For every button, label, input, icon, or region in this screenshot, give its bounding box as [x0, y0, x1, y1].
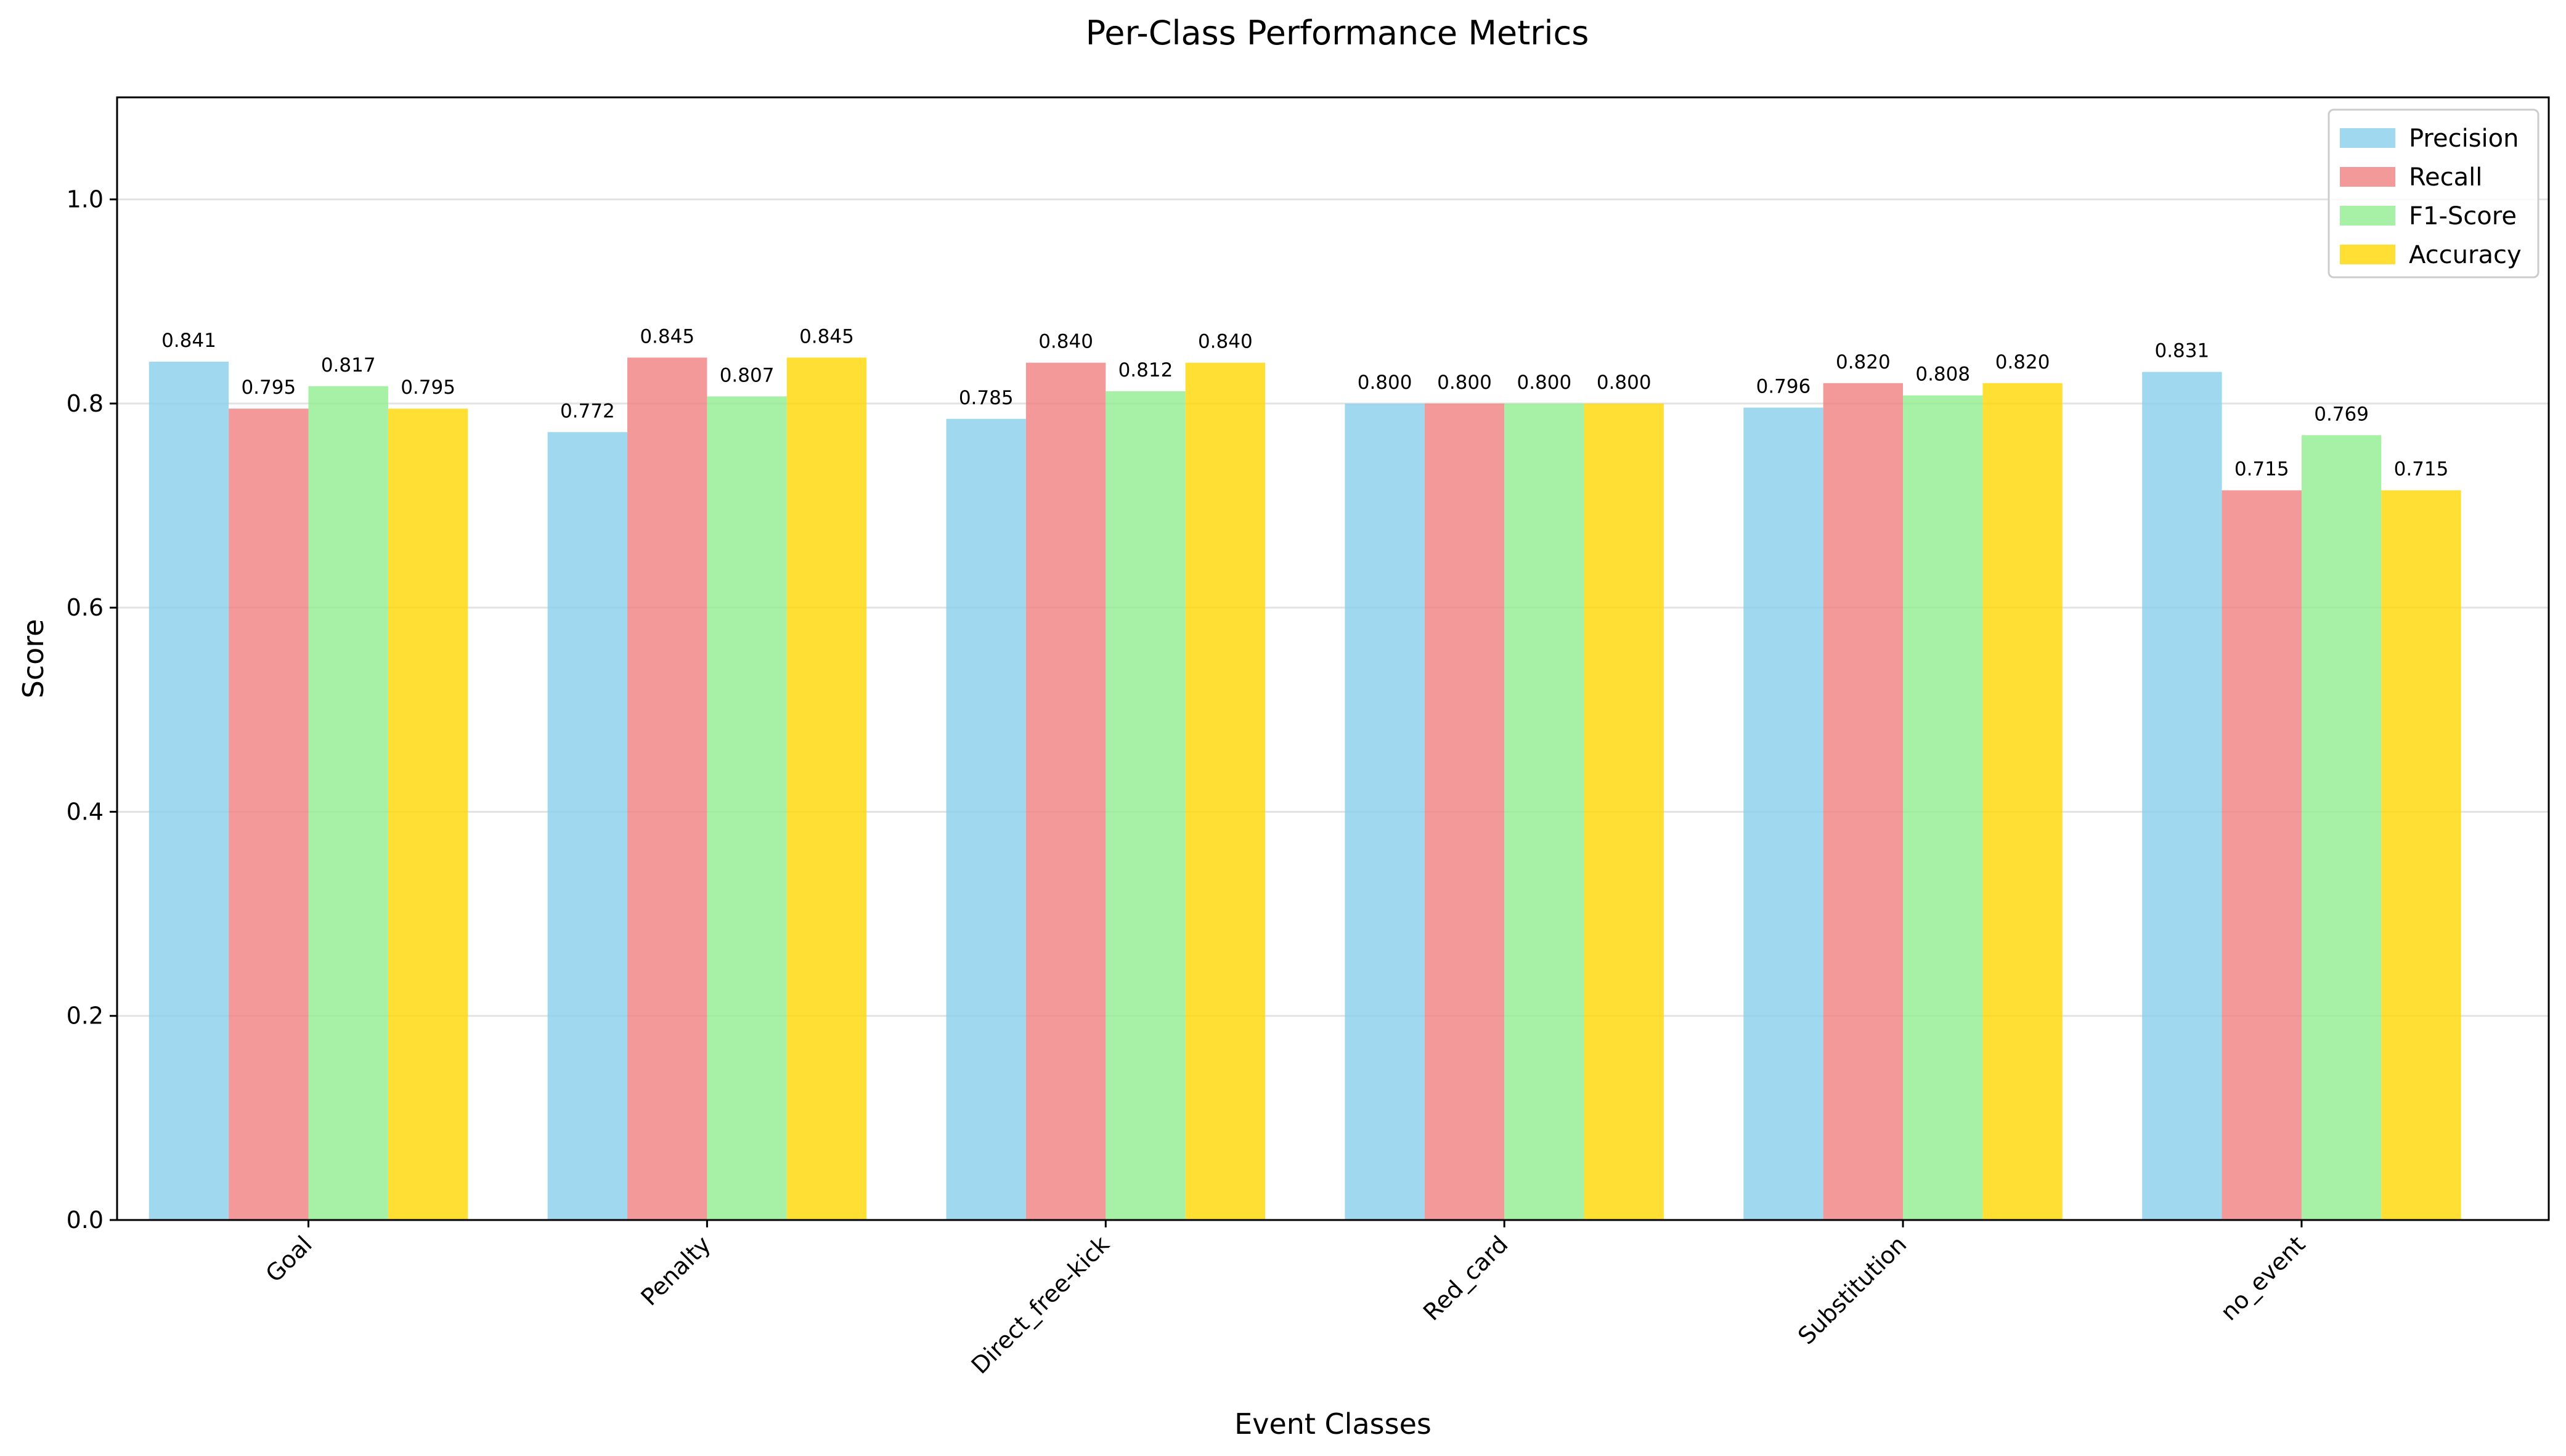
bar-precision-red-card	[1345, 403, 1425, 1220]
bar-recall-direct-free-kick	[1025, 362, 1106, 1220]
bar-accuracy-no-event	[2381, 490, 2461, 1221]
bar-f1-score-goal	[308, 386, 388, 1220]
legend-label: F1-Score	[2409, 202, 2517, 230]
data-label: 0.820	[1995, 351, 2050, 373]
bar-f1-score-no-event	[2301, 435, 2382, 1220]
data-label: 0.845	[799, 325, 854, 348]
data-label: 0.845	[640, 325, 694, 348]
data-labels: 0.841 0.795 0.817 0.795 0.772 0.845 0.807 0.845…	[161, 325, 2448, 480]
legend-label: Recall	[2409, 163, 2482, 192]
y-tick-label: 0.0	[67, 1206, 104, 1234]
legend-label: Precision	[2409, 124, 2519, 153]
bar-accuracy-direct-free-kick	[1185, 362, 1266, 1220]
y-axis-title: Score	[17, 619, 50, 699]
data-label: 0.715	[2394, 458, 2449, 481]
data-label: 0.841	[161, 330, 216, 352]
bar-recall-no-event	[2222, 490, 2302, 1221]
data-label: 0.769	[2314, 403, 2369, 425]
bar-f1-score-penalty	[707, 396, 787, 1220]
bar-accuracy-substitution	[1982, 383, 2063, 1221]
bar-accuracy-penalty	[786, 357, 867, 1220]
data-label: 0.785	[959, 387, 1014, 409]
legend-swatch	[2340, 128, 2395, 148]
legend-box	[2328, 108, 2540, 279]
bar-accuracy-goal	[388, 409, 468, 1220]
bar-precision-direct-free-kick	[946, 418, 1026, 1220]
bar-precision-penalty	[547, 432, 628, 1220]
data-label: 0.795	[401, 376, 455, 399]
y-tick-label: 0.6	[67, 594, 104, 621]
y-tick-label: 1.0	[67, 186, 104, 213]
data-label: 0.831	[2154, 340, 2209, 362]
bar-precision-goal	[149, 361, 229, 1220]
plot-frame	[116, 96, 2550, 1221]
bar-precision-substitution	[1743, 407, 1823, 1220]
data-label: 0.812	[1118, 359, 1173, 381]
legend-swatch	[2340, 206, 2395, 226]
data-label: 0.840	[1198, 331, 1253, 353]
data-label: 0.800	[1597, 372, 1652, 394]
data-label: 0.820	[1836, 351, 1891, 373]
data-label: 0.796	[1756, 376, 1811, 398]
bar-precision-no-event	[2142, 372, 2222, 1221]
legend-label: Accuracy	[2409, 241, 2522, 269]
legend-swatch	[2340, 167, 2395, 187]
bar-recall-penalty	[627, 357, 707, 1220]
data-label: 0.772	[560, 400, 615, 422]
data-label: 0.800	[1517, 372, 1571, 394]
chart-title: Per-Class Performance Metrics	[1086, 14, 1589, 52]
bar-f1-score-substitution	[1903, 395, 1983, 1220]
bar-recall-goal	[229, 409, 309, 1220]
bar-f1-score-direct-free-kick	[1106, 391, 1186, 1220]
bars	[149, 357, 2461, 1221]
y-tick-label: 0.8	[67, 390, 104, 417]
data-label: 0.817	[321, 354, 376, 376]
data-label: 0.795	[241, 376, 296, 399]
data-label: 0.807	[720, 364, 775, 386]
y-tick-label: 0.2	[67, 1003, 104, 1030]
data-label: 0.800	[1437, 372, 1492, 394]
x-axis-title: Event Classes	[1234, 1407, 1432, 1441]
data-label: 0.715	[2234, 458, 2289, 481]
y-axis: 0.0 0.2 0.4 0.6 0.8 1.0	[67, 186, 117, 1234]
data-label: 0.840	[1038, 331, 1093, 353]
bar-accuracy-red-card	[1584, 403, 1664, 1220]
data-label: 0.808	[1915, 364, 1970, 386]
bar-recall-red-card	[1424, 403, 1505, 1220]
bar-recall-substitution	[1823, 383, 1904, 1221]
y-tick-label: 0.4	[67, 798, 104, 825]
legend: Precision Recall F1-Score Accuracy	[2328, 108, 2540, 279]
data-label: 0.800	[1358, 372, 1412, 394]
legend-swatch	[2340, 245, 2395, 264]
bar-f1-score-red-card	[1504, 403, 1584, 1220]
